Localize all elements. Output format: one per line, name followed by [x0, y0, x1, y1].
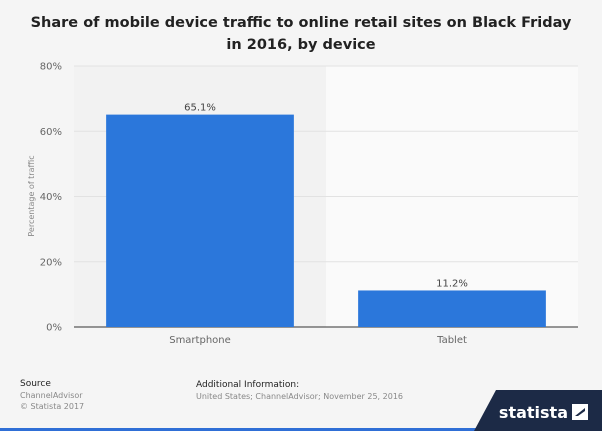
chart-title: Share of mobile device traffic to online…	[30, 15, 572, 53]
additional-info-text: United States; ChannelAdvisor; November …	[196, 392, 403, 401]
source-title: Source	[20, 379, 51, 389]
bar-smartphone[interactable]	[106, 114, 294, 327]
data-label: 65.1%	[184, 103, 216, 114]
copyright-line: © Statista 2017	[20, 402, 85, 411]
y-tick-label: 40%	[40, 192, 62, 203]
y-axis-label: Percentage of traffic	[27, 155, 36, 236]
y-tick-label: 60%	[40, 127, 62, 138]
bottom-accent-stripe	[0, 428, 602, 431]
y-tick-label: 20%	[40, 257, 62, 268]
source-text: ChannelAdvisor © Statista 2017	[20, 390, 84, 412]
x-tick-label: Smartphone	[169, 335, 231, 346]
y-tick-label: 0%	[46, 323, 62, 334]
x-axis-ticks: Smartphone Tablet	[169, 335, 467, 346]
y-tick-label: 80%	[40, 62, 62, 73]
bar-tablet[interactable]	[358, 290, 546, 327]
statista-logo-text: statista	[498, 403, 568, 422]
bar-chart: 0% 20% 40% 60% 80% 65.1% 11.2% Smartphone Tabl…	[27, 62, 578, 346]
statista-logo-icon	[572, 404, 588, 420]
bars	[106, 114, 546, 327]
data-label: 11.2%	[436, 278, 468, 289]
y-axis-ticks: 0% 20% 40% 60% 80%	[40, 62, 62, 334]
additional-info-title: Additional Information:	[196, 380, 300, 390]
bar-labels: 65.1% 11.2%	[184, 103, 468, 290]
source-line: ChannelAdvisor	[20, 391, 83, 400]
statista-brand-badge[interactable]: statista	[474, 390, 602, 431]
x-tick-label: Tablet	[436, 335, 467, 346]
